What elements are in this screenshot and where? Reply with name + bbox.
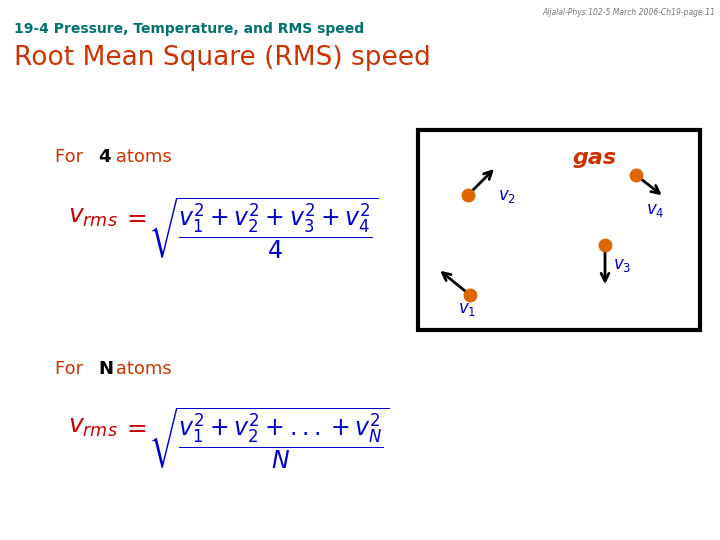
Text: gas: gas <box>573 148 617 168</box>
Text: atoms: atoms <box>110 148 172 166</box>
FancyBboxPatch shape <box>418 130 700 330</box>
Text: $\sqrt{\dfrac{v_1^2+v_2^2+v_3^2+v_4^2}{4}}$: $\sqrt{\dfrac{v_1^2+v_2^2+v_3^2+v_4^2}{4… <box>148 196 379 261</box>
Text: $v_2$: $v_2$ <box>498 187 516 205</box>
Text: 19-4 Pressure, Temperature, and RMS speed: 19-4 Pressure, Temperature, and RMS spee… <box>14 22 364 36</box>
Text: $v_1$: $v_1$ <box>458 300 476 318</box>
Text: $=$: $=$ <box>122 415 147 439</box>
Text: For: For <box>55 148 89 166</box>
Text: $v_4$: $v_4$ <box>646 201 665 219</box>
Text: $v_{rms}$: $v_{rms}$ <box>68 415 118 439</box>
Text: Root Mean Square (RMS) speed: Root Mean Square (RMS) speed <box>14 45 431 71</box>
Text: For: For <box>55 360 89 378</box>
Text: 4: 4 <box>98 148 110 166</box>
Text: $\sqrt{\dfrac{v_1^2+v_2^2+...+v_N^2}{N}}$: $\sqrt{\dfrac{v_1^2+v_2^2+...+v_N^2}{N}}… <box>148 406 390 471</box>
Text: N: N <box>98 360 113 378</box>
Text: $=$: $=$ <box>122 205 147 229</box>
Text: Aljalal-Phys.102-5 March 2006-Ch19-page 11: Aljalal-Phys.102-5 March 2006-Ch19-page … <box>542 8 715 17</box>
Text: $v_3$: $v_3$ <box>613 256 631 274</box>
Text: $v_{rms}$: $v_{rms}$ <box>68 205 118 229</box>
Text: atoms: atoms <box>110 360 172 378</box>
